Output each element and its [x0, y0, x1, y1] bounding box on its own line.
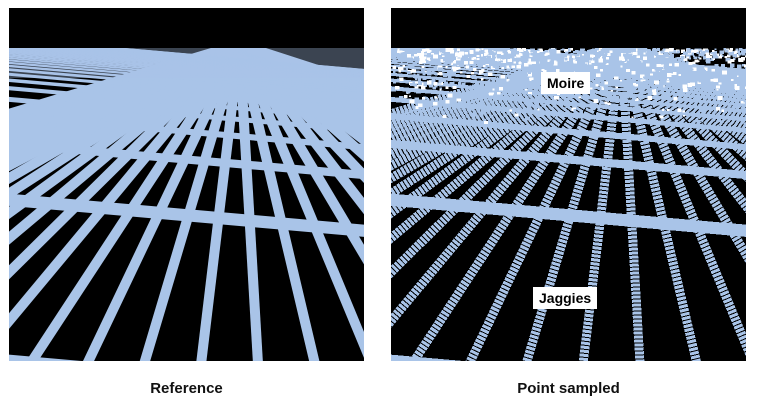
jaggies-label: Jaggies [533, 287, 598, 309]
reference-grid-render [9, 8, 364, 361]
moire-label: Moire [541, 72, 591, 94]
point-sampled-grid-render [391, 8, 746, 361]
point-sampled-image: Moire Jaggies [391, 8, 746, 361]
reference-image [9, 8, 364, 361]
reference-caption: Reference [150, 380, 223, 397]
point-sampled-caption: Point sampled [517, 380, 620, 397]
